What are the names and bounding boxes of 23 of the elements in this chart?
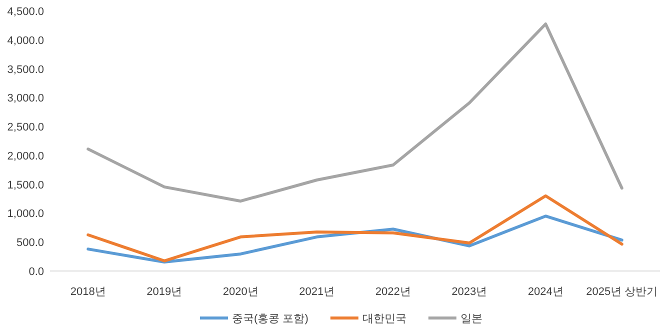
legend-label: 대한민국 — [362, 313, 406, 325]
x-tick-label: 2025년 상반기 — [586, 286, 658, 298]
line-series — [86, 22, 624, 203]
y-tick-label: 2,000.0 — [7, 150, 44, 162]
y-tick-label: 4,500.0 — [7, 6, 44, 18]
legend-label: 중국(홍콩 포함) — [232, 313, 308, 325]
x-tick-label: 2020년 — [222, 286, 258, 298]
legend-label: 일본 — [460, 313, 482, 325]
x-tick-label: 2019년 — [146, 286, 182, 298]
y-tick-label: 3,500.0 — [7, 64, 44, 76]
x-tick-label: 2023년 — [452, 286, 488, 298]
x-tick-label: 2024년 — [528, 286, 564, 298]
line-series — [86, 194, 624, 262]
y-tick-label: 3,000.0 — [7, 92, 44, 105]
y-tick-label: 2,500.0 — [7, 122, 44, 134]
x-tick-label: 2018년 — [70, 286, 106, 298]
y-tick-label: 4,000.0 — [7, 34, 44, 47]
y-tick-label: 0.0 — [28, 266, 44, 278]
y-tick-label: 1,500.0 — [7, 179, 44, 192]
y-tick-label: 500.0 — [16, 237, 44, 250]
x-tick-label: 2021년 — [299, 286, 335, 298]
y-tick-label: 1,000.0 — [7, 208, 44, 220]
x-tick-label: 2022년 — [375, 286, 411, 298]
